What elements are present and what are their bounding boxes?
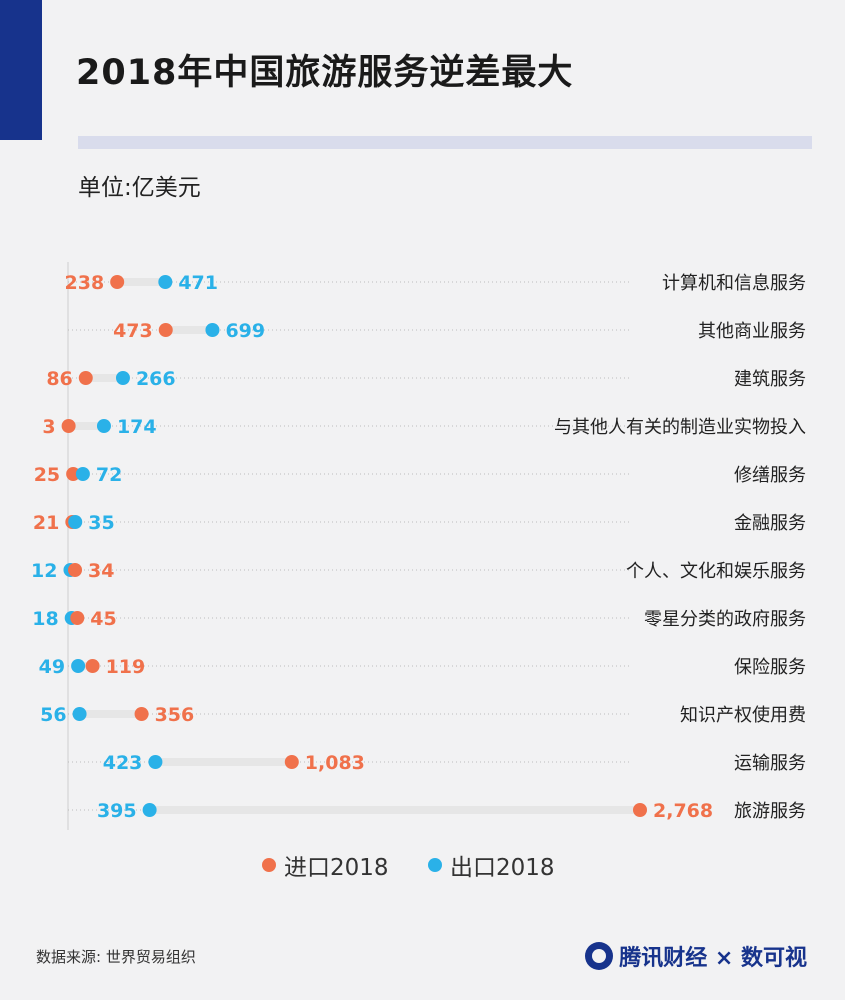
import-point <box>85 659 100 673</box>
import-point <box>70 611 85 625</box>
corner-accent-bar <box>0 0 42 140</box>
import-point <box>68 563 83 577</box>
category-label: 建筑服务 <box>734 369 806 390</box>
brand-text: 腾讯财经 × 数可视 <box>619 946 807 971</box>
export-value-label: 56 <box>40 704 66 726</box>
legend-import-label: 进口2018 <box>284 855 389 881</box>
export-value-label: 72 <box>96 464 122 486</box>
category-label: 旅游服务 <box>734 801 806 822</box>
import-value-label: 3 <box>42 416 55 438</box>
category-label: 保险服务 <box>734 657 806 678</box>
legend-export-label: 出口2018 <box>450 855 555 881</box>
brand-logo: 腾讯财经 × 数可视 <box>585 940 807 972</box>
category-label: 个人、文化和娱乐服务 <box>626 561 806 582</box>
legend-export-dot <box>428 858 442 872</box>
export-point <box>68 515 83 529</box>
category-label: 计算机和信息服务 <box>662 273 806 294</box>
brand-icon <box>585 942 614 970</box>
export-value-label: 699 <box>225 320 265 342</box>
chart-plot-area: 238 471 计算机和信息服务 473 699 其他商业服务 86 266 建筑服务 3 174 与… <box>31 262 806 830</box>
category-label: 修缮服务 <box>734 465 806 486</box>
import-point <box>633 803 647 817</box>
export-point <box>148 755 163 769</box>
export-point <box>75 467 90 481</box>
export-value-label: 49 <box>39 656 65 678</box>
import-point <box>110 275 125 289</box>
source-note: 数据来源: 世界贸易组织 <box>36 948 196 966</box>
export-point <box>72 707 87 721</box>
import-value-label: 25 <box>34 464 60 486</box>
export-value-label: 35 <box>88 512 114 534</box>
import-point <box>284 755 299 769</box>
export-point <box>205 323 220 337</box>
import-point <box>61 419 76 433</box>
export-value-label: 12 <box>31 560 57 582</box>
unit-label: 单位:亿美元 <box>78 175 201 201</box>
category-label: 零星分类的政府服务 <box>644 609 806 630</box>
import-value-label: 238 <box>65 272 105 294</box>
import-point <box>134 707 149 721</box>
import-value-label: 1,083 <box>305 752 365 774</box>
export-point <box>96 419 111 433</box>
import-value-label: 473 <box>113 320 153 342</box>
export-point <box>142 803 157 817</box>
import-value-label: 119 <box>106 656 146 678</box>
export-point <box>115 371 130 385</box>
import-point <box>158 323 173 337</box>
import-value-label: 2,768 <box>653 800 713 822</box>
category-label: 其他商业服务 <box>698 321 806 342</box>
export-value-label: 395 <box>97 800 137 822</box>
import-value-label: 356 <box>155 704 195 726</box>
legend: 进口2018 出口2018 <box>0 848 845 882</box>
title-underline <box>78 136 812 149</box>
export-value-label: 174 <box>117 416 157 438</box>
export-point <box>158 275 173 289</box>
chart-title: 2018年中国旅游服务逆差最大 <box>76 53 574 93</box>
import-value-label: 45 <box>90 608 116 630</box>
import-value-label: 86 <box>46 368 72 390</box>
category-label: 知识产权使用费 <box>680 705 806 726</box>
import-value-label: 34 <box>88 560 114 582</box>
import-point <box>78 371 93 385</box>
category-label: 运输服务 <box>734 753 806 774</box>
export-value-label: 423 <box>103 752 143 774</box>
export-value-label: 18 <box>32 608 58 630</box>
legend-item-export: 出口2018 <box>428 848 555 882</box>
legend-item-import: 进口2018 <box>262 848 389 882</box>
export-point <box>71 659 86 673</box>
legend-import-dot <box>262 858 276 872</box>
category-label: 与其他人有关的制造业实物投入 <box>554 417 806 438</box>
import-point <box>66 467 81 481</box>
import-value-label: 21 <box>33 512 59 534</box>
export-value-label: 471 <box>178 272 218 294</box>
export-value-label: 266 <box>136 368 176 390</box>
category-label: 金融服务 <box>734 513 806 534</box>
